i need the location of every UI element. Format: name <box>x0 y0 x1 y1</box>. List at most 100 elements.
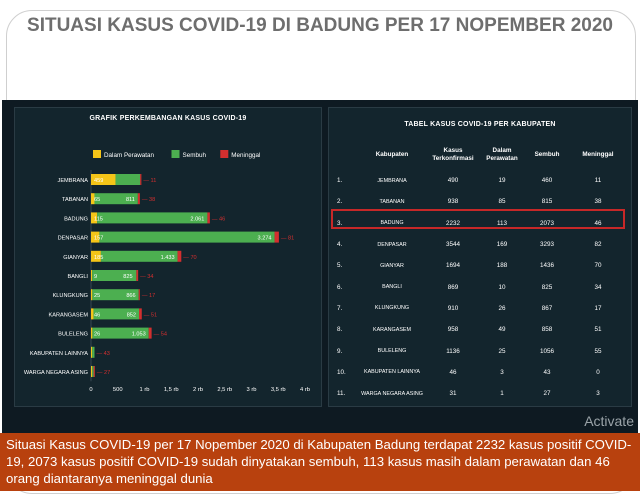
table-cell: 51 <box>594 326 602 334</box>
table-cell: 2. <box>337 198 343 206</box>
bar-sembuh <box>92 366 94 377</box>
table-cell: KABUPATEN LAINNYA <box>363 369 420 376</box>
bar-sembuh <box>92 327 149 339</box>
table-row: 5. GIANYAR 1694 188 1436 70 <box>333 255 627 276</box>
bar-sembuh <box>92 270 137 281</box>
table-cell: 55 <box>594 347 602 355</box>
category-label: DENPASAR <box>58 236 88 242</box>
table-cell: 858 <box>541 326 553 334</box>
data-label-sembuh: 866 <box>126 293 135 299</box>
chart-panel: GRAFIK PERKEMBANGAN KASUS COVID-19 Dalam… <box>14 107 322 407</box>
bar-meninggal <box>137 193 140 205</box>
bar-perawatan <box>91 250 101 262</box>
category-label: KARANGASEM <box>49 312 89 318</box>
table-cell: KLUNGKUNG <box>374 305 410 312</box>
table-cell: 25 <box>498 347 506 355</box>
table-cell: 82 <box>594 241 602 249</box>
table-cell: 1694 <box>445 262 460 270</box>
data-label-perawatan: 459 <box>94 178 103 184</box>
bar-perawatan <box>91 346 93 358</box>
x-tick-label: 4 rb <box>300 387 310 393</box>
table-cell: 26 <box>498 304 506 312</box>
data-label-meninggal: — 70 <box>183 255 196 261</box>
bar-perawatan <box>91 231 100 243</box>
page-title: SITUASI KASUS COVID-19 DI BADUNG PER 17 … <box>27 15 613 36</box>
table-row: 10. KABUPATEN LAINNYA 46 3 43 0 <box>333 362 627 383</box>
table-cell: 2073 <box>539 219 554 227</box>
table-cell: TABANAN <box>379 198 405 205</box>
data-label-sembuh: 825 <box>123 274 132 280</box>
x-tick-label: 500 <box>113 387 123 393</box>
table-cell: 19 <box>498 177 506 185</box>
table-cell: 85 <box>498 198 506 206</box>
category-label: TABANAN <box>62 197 88 203</box>
category-label: BANGLI <box>67 274 88 280</box>
table-cell: BANGLI <box>382 284 402 291</box>
data-label-meninggal: — 51 <box>144 312 157 318</box>
data-label-sembuh: 852 <box>127 312 136 318</box>
data-label-meninggal: — 11 <box>143 178 156 184</box>
table-cell: 0 <box>596 368 600 376</box>
table-cell: 815 <box>541 198 553 206</box>
chart-title: GRAFIK PERKEMBANGAN KASUS COVID-19 <box>89 115 247 122</box>
table-header-cell <box>333 140 357 170</box>
table-cell: 3293 <box>539 241 554 249</box>
table-header-cell: Meninggal <box>582 151 614 158</box>
data-label-perawatan: 115 <box>94 216 103 222</box>
legend-label-1: Sembuh <box>183 152 207 159</box>
data-label-perawatan: 65 <box>94 197 100 203</box>
category-label: WARGA NEGARA ASING <box>24 370 88 376</box>
legend-swatch-0 <box>93 150 101 158</box>
bar-sembuh <box>97 212 208 224</box>
data-label-meninggal: — 46 <box>212 216 225 222</box>
table-cell: 8. <box>337 326 343 334</box>
table-cell: 3 <box>596 390 600 398</box>
data-label-perawatan: 157 <box>94 236 103 242</box>
table-cell: WARGA NEGARA ASING <box>361 390 423 397</box>
table-row: 6. BANGLI 869 10 825 34 <box>333 276 627 297</box>
table-cell: 3 <box>500 368 504 376</box>
bar-sembuh <box>115 174 141 185</box>
bar-meninggal <box>274 231 279 243</box>
data-label-meninggal: — 17 <box>142 293 155 299</box>
data-label-meninggal: — 43 <box>97 351 110 357</box>
bar-perawatan <box>91 174 116 185</box>
x-tick-label: 0 <box>89 387 92 393</box>
table-cell: 1136 <box>446 347 460 355</box>
bar-meninggal <box>177 250 182 262</box>
table-cell: 169 <box>496 241 508 249</box>
table-cell: 6. <box>337 283 343 291</box>
bar-sembuh <box>92 289 139 301</box>
x-tick-label: 1,5 rb <box>164 387 179 393</box>
table-row: 8. KARANGASEM 958 49 858 51 <box>333 319 627 340</box>
table-cell: 38 <box>594 198 602 206</box>
table-cell: 9. <box>337 347 343 355</box>
table-cell: BULELENG <box>377 348 407 355</box>
data-label-sembuh: 3.274 <box>258 236 272 242</box>
bar-perawatan <box>91 308 94 320</box>
table-cell: 17 <box>594 304 602 312</box>
bar-perawatan <box>91 193 95 205</box>
table-header-cell: Kabupaten <box>375 151 409 158</box>
data-label-meninggal: — 54 <box>154 332 167 338</box>
table-cell: 1 <box>500 390 504 398</box>
data-label-sembuh: 1.433 <box>161 255 175 261</box>
legend-swatch-2 <box>220 150 229 158</box>
bar-sembuh <box>94 193 138 205</box>
table-cell: 43 <box>543 368 551 376</box>
activate-watermark: Activate <box>584 413 634 429</box>
data-label-meninggal: — 27 <box>97 370 110 376</box>
cases-table: Kabupaten Kasus Terkonfirmasi Dalam Perawa… <box>333 140 627 404</box>
bar-sembuh <box>99 231 275 243</box>
data-label-perawatan: 25 <box>94 293 100 299</box>
table-cell: 5. <box>337 262 343 270</box>
data-label-perawatan: 26 <box>94 332 100 338</box>
bar-perawatan <box>91 289 93 301</box>
table-cell: 11 <box>594 177 602 185</box>
legend-label-2: Meninggal <box>231 152 260 159</box>
table-row: 9. BULELENG 1136 25 1056 55 <box>333 340 627 361</box>
table-cell: GIANYAR <box>380 262 404 269</box>
table-cell: BADUNG <box>380 220 404 227</box>
table-cell: 11. <box>337 390 346 398</box>
table-cell: 4. <box>337 241 343 249</box>
